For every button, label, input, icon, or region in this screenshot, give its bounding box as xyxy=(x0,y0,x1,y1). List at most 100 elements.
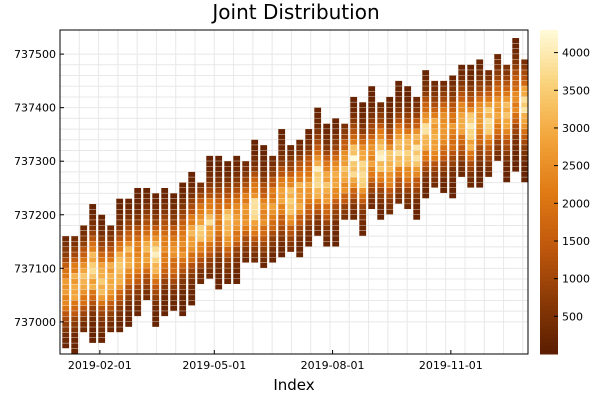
heatmap-cell xyxy=(170,209,178,215)
colorbar-segment xyxy=(540,196,558,201)
heatmap-cell xyxy=(314,134,322,140)
heatmap-cell xyxy=(377,161,385,167)
heatmap-cell xyxy=(89,327,97,333)
heatmap-cell xyxy=(152,252,160,258)
heatmap-cell xyxy=(242,204,250,210)
heatmap-cell xyxy=(359,187,367,193)
colorbar-segment xyxy=(540,167,558,173)
heatmap-cell xyxy=(422,86,430,92)
heatmap-cell xyxy=(485,96,493,102)
heatmap-cell xyxy=(188,262,196,268)
heatmap-cell xyxy=(449,86,457,92)
heatmap-cell xyxy=(404,198,412,204)
heatmap-cell xyxy=(107,236,115,242)
heatmap-cell xyxy=(377,145,385,151)
heatmap-cell xyxy=(431,134,439,140)
heatmap-cell xyxy=(458,64,466,70)
heatmap-cell xyxy=(71,252,79,258)
heatmap-cell xyxy=(143,198,151,204)
heatmap-cell xyxy=(269,166,277,172)
heatmap-cell xyxy=(188,225,196,231)
heatmap-cell xyxy=(305,193,313,199)
colorbar-segment xyxy=(540,54,558,59)
colorbar-segment xyxy=(540,208,558,213)
heatmap-cell xyxy=(467,155,475,161)
colorbar-segment xyxy=(540,159,558,165)
heatmap-cell xyxy=(386,118,394,124)
heatmap-cell xyxy=(188,177,196,183)
heatmap-cell xyxy=(296,187,304,193)
heatmap-cell xyxy=(197,214,205,220)
heatmap-cell xyxy=(404,118,412,124)
heatmap-cell xyxy=(71,348,79,354)
heatmap-cell xyxy=(116,241,124,247)
heatmap-cell xyxy=(98,300,106,306)
heatmap-cell xyxy=(143,252,151,258)
heatmap-cell xyxy=(440,155,448,161)
heatmap-cell xyxy=(260,204,268,210)
heatmap-cell xyxy=(98,220,106,226)
heatmap-cell xyxy=(467,102,475,108)
heatmap-cell xyxy=(332,118,340,124)
heatmap-cell xyxy=(422,134,430,140)
heatmap-cell xyxy=(431,171,439,177)
heatmap-cell xyxy=(305,204,313,210)
heatmap-cell xyxy=(413,150,421,156)
heatmap-cell xyxy=(413,171,421,177)
heatmap-cell xyxy=(188,268,196,274)
heatmap-cell xyxy=(206,166,214,172)
heatmap-cell xyxy=(161,204,169,210)
heatmap-cell xyxy=(161,284,169,290)
heatmap-cell xyxy=(197,236,205,242)
heatmap-cell xyxy=(485,107,493,113)
heatmap-cell xyxy=(323,177,331,183)
heatmap-cell xyxy=(359,107,367,113)
heatmap-cell xyxy=(161,279,169,284)
heatmap-cell xyxy=(287,230,295,236)
colorbar-segment xyxy=(540,244,558,250)
heatmap-cell xyxy=(233,268,241,274)
heatmap-cell xyxy=(449,161,457,167)
heatmap-cell xyxy=(125,220,133,226)
heatmap-cell xyxy=(503,70,511,76)
heatmap-cell xyxy=(422,150,430,156)
heatmap-cell xyxy=(215,161,223,167)
heatmap-cell xyxy=(413,139,421,145)
colorbar-segment xyxy=(540,135,558,140)
heatmap-cell xyxy=(395,161,403,167)
heatmap-cell xyxy=(413,204,421,210)
heatmap-cell xyxy=(161,220,169,226)
heatmap-cell xyxy=(179,220,187,226)
heatmap-cell xyxy=(368,204,376,210)
heatmap-cell xyxy=(152,289,160,295)
heatmap-cell xyxy=(467,166,475,172)
colorbar-segment xyxy=(540,297,558,302)
heatmap-cell xyxy=(422,182,430,188)
heatmap-cell xyxy=(278,187,286,193)
heatmap-cell xyxy=(89,236,97,242)
heatmap-cell xyxy=(242,161,250,167)
heatmap-cell xyxy=(305,155,313,161)
heatmap-cell xyxy=(359,209,367,215)
heatmap-cell xyxy=(116,198,124,204)
heatmap-cell xyxy=(233,236,241,242)
heatmap-cell xyxy=(440,107,448,113)
heatmap-cell xyxy=(125,321,133,327)
heatmap-cell xyxy=(269,161,277,167)
colorbar-segment xyxy=(540,329,558,335)
heatmap-cell xyxy=(341,139,349,145)
heatmap-cell xyxy=(305,225,313,231)
heatmap-cell xyxy=(332,145,340,151)
heatmap-cell xyxy=(296,252,304,258)
heatmap-cell xyxy=(179,305,187,311)
heatmap-cell xyxy=(134,193,142,199)
heatmap-cell xyxy=(404,129,412,135)
heatmap-cell xyxy=(440,80,448,86)
heatmap-cell xyxy=(143,295,151,301)
heatmap-cell xyxy=(206,257,214,263)
heatmap-cell xyxy=(485,155,493,161)
heatmap-cell xyxy=(215,257,223,263)
heatmap-cell xyxy=(440,139,448,145)
heatmap-cell xyxy=(161,252,169,258)
heatmap-cell xyxy=(233,214,241,220)
